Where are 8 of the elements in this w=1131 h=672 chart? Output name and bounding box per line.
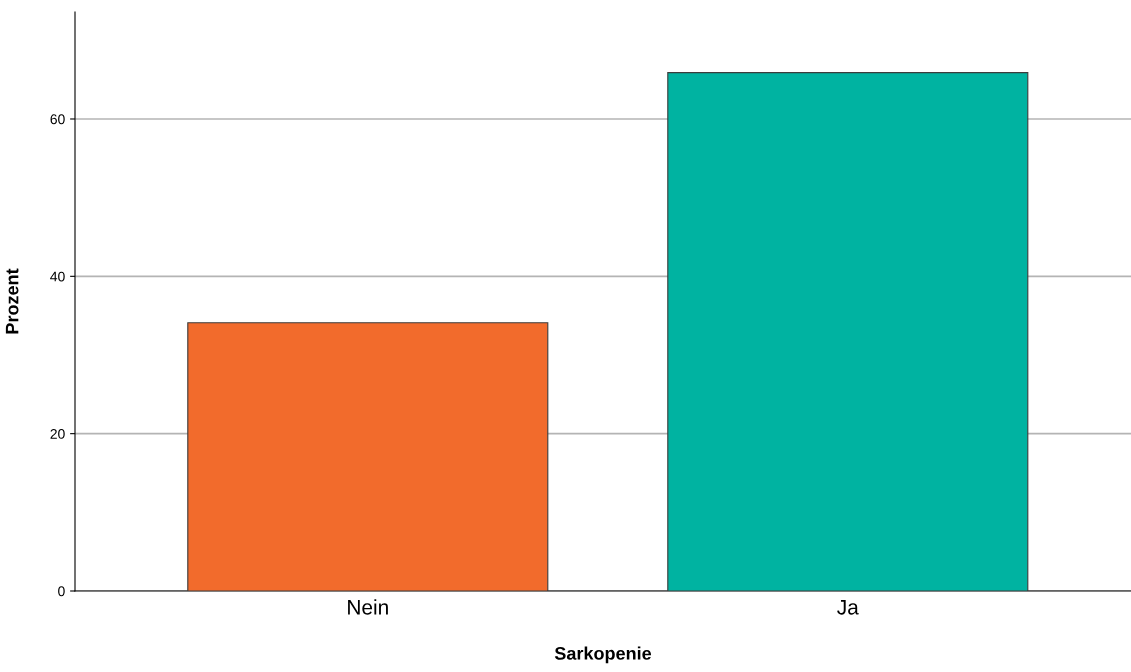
x-tick-label: Nein	[348, 599, 388, 615]
y-tick-label: 0	[58, 586, 65, 597]
y-axis-title: Prozent	[5, 268, 19, 334]
x-tick-label: Ja	[837, 600, 859, 615]
x-axis-title: Sarkopenie	[554, 646, 652, 664]
y-tick-label: 60	[50, 114, 65, 125]
y-tick-label: 40	[50, 271, 65, 282]
y-tick-label: 20	[50, 429, 65, 439]
